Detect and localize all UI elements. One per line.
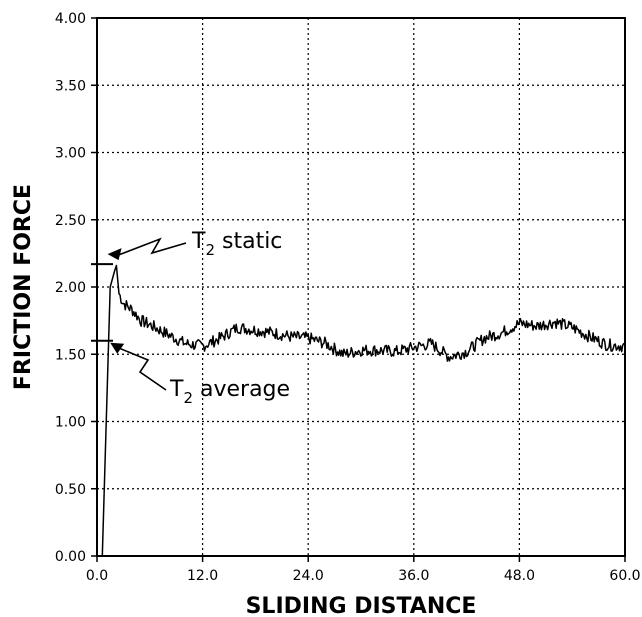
annotation-static-arrowhead	[107, 248, 122, 261]
series-layer	[101, 264, 625, 557]
annotation-static-subscript: 2	[205, 241, 215, 259]
x-tick-label: 0.0	[86, 568, 108, 584]
y-tick-label: 3.50	[55, 78, 86, 94]
plot-area-border	[96, 17, 626, 557]
annotation-static-rest: static	[215, 229, 282, 254]
annotation-average-subscript: 2	[183, 389, 193, 407]
x-tick-label: 60.0	[609, 568, 640, 584]
annotation-average-rest: average	[193, 377, 290, 402]
x-tick-label: 48.0	[504, 568, 535, 584]
annotation-t2-static: T2 static	[107, 229, 282, 261]
y-axis-title: FRICTION FORCE	[11, 184, 36, 390]
annotation-average-label: T2 average	[169, 377, 290, 407]
annotation-t2-average: T2 average	[110, 342, 290, 407]
y-tick-label: 4.00	[55, 11, 86, 27]
annotation-average-arrowhead	[110, 342, 125, 354]
reference-marks	[91, 263, 113, 342]
y-tick-label: 0.50	[55, 482, 86, 498]
y-tick-label: 3.00	[55, 146, 86, 162]
x-tick-label: 24.0	[293, 568, 324, 584]
y-tick-label: 2.50	[55, 213, 86, 229]
annotation-average-arrow-line	[117, 347, 167, 391]
y-tick-label: 1.00	[55, 415, 86, 431]
axis-ticks: 0.0 12.0 24.0 36.0 48.0 60.0 0.00 0.50 1.00 1.50 2…	[55, 11, 641, 584]
y-tick-label: 2.00	[55, 280, 86, 296]
annotation-average-t: T	[169, 377, 184, 402]
annotation-static-t: T	[191, 229, 206, 254]
x-axis-title: SLIDING DISTANCE	[246, 594, 477, 617]
grid-lines	[97, 18, 625, 556]
y-tick-label: 1.50	[55, 347, 86, 363]
annotation-static-arrow-line	[115, 237, 187, 257]
annotation-static-label: T2 static	[191, 229, 282, 259]
friction-force-series	[101, 264, 625, 557]
x-tick-label: 36.0	[398, 568, 429, 584]
y-tick-label: 0.00	[55, 549, 86, 565]
x-tick-label: 12.0	[187, 568, 218, 584]
